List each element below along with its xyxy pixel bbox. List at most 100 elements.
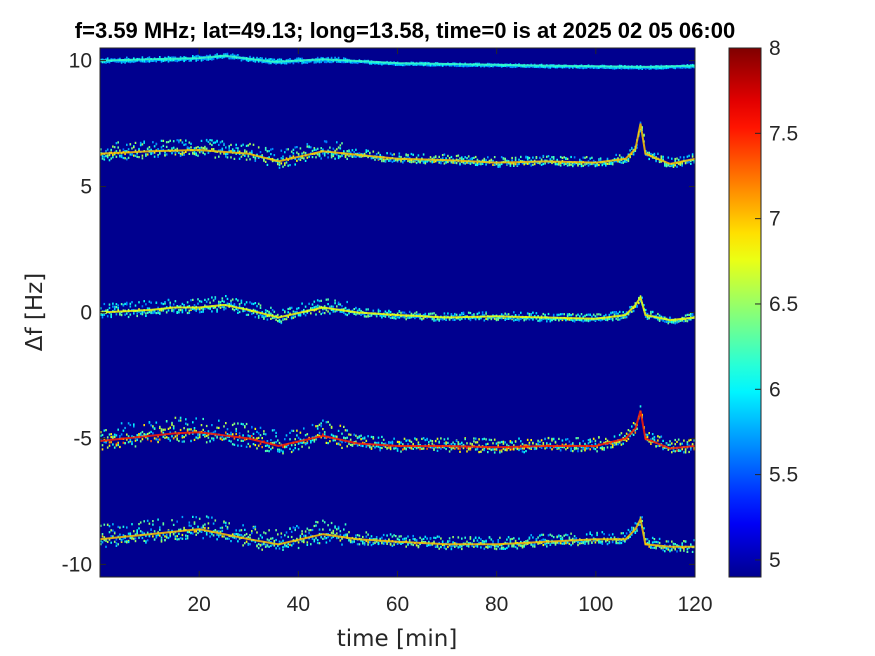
trace-3-speck — [493, 451, 496, 454]
trace-4-speck — [343, 534, 345, 537]
trace-1-speck — [117, 146, 119, 149]
trace-2-speck — [419, 313, 421, 316]
trace-1-speck — [499, 163, 501, 166]
trace-1-speck — [393, 153, 395, 156]
trace-1-speck — [153, 145, 156, 148]
trace-2-speck — [566, 318, 569, 321]
trace-2-speck — [672, 321, 675, 324]
trace-2-speck — [591, 315, 593, 318]
trace-3-speck — [183, 436, 185, 439]
trace-1-speck — [402, 161, 404, 164]
trace-1-speck — [421, 159, 423, 162]
trace-1-speck — [542, 154, 545, 158]
trace-0-speck — [500, 65, 503, 68]
trace-1-speck — [408, 160, 411, 163]
trace-3-speck — [322, 419, 324, 422]
trace-4-speck — [469, 536, 472, 539]
trace-4-speck — [585, 540, 588, 543]
trace-2-speck — [278, 320, 281, 323]
trace-4-speck — [516, 547, 519, 550]
trace-2-speck — [542, 312, 545, 316]
trace-3-speck — [178, 439, 180, 443]
trace-1-speck — [679, 156, 682, 159]
trace-3-speck — [159, 438, 161, 441]
trace-1-speck — [511, 156, 513, 160]
trace-2-speck — [584, 314, 586, 317]
trace-3-speck — [297, 442, 300, 445]
trace-2-speck — [426, 316, 428, 319]
trace-2-speck — [336, 309, 338, 313]
trace-2-speck — [311, 307, 314, 310]
trace-4-speck — [129, 533, 132, 537]
trace-3-speck — [520, 447, 522, 450]
trace-1-speck — [618, 160, 621, 163]
trace-1-speck — [198, 151, 201, 154]
trace-2-speck — [445, 318, 447, 321]
trace-1-speck — [278, 166, 281, 169]
trace-2-speck — [138, 310, 140, 313]
trace-4-speck — [417, 546, 420, 549]
trace-1-speck — [636, 146, 638, 149]
trace-2-speck — [193, 308, 196, 311]
trace-3-speck — [372, 436, 375, 439]
trace-3-speck — [514, 440, 517, 443]
trace-4-speck — [551, 534, 553, 537]
trace-1-speck — [598, 163, 600, 167]
trace-1-speck — [237, 149, 239, 152]
trace-0-speck — [532, 65, 534, 68]
trace-3-speck — [127, 435, 130, 438]
trace-3-speck — [431, 446, 434, 449]
trace-0-speck — [223, 53, 225, 56]
trace-4-speck — [141, 532, 144, 535]
trace-4-speck — [323, 521, 326, 524]
trace-1-speck — [431, 160, 434, 163]
trace-3-speck — [240, 422, 243, 425]
trace-3-speck — [356, 444, 359, 447]
trace-1-speck — [667, 156, 670, 159]
trace-1-speck — [448, 157, 451, 160]
trace-3-speck — [476, 448, 479, 451]
trace-0-speck — [254, 60, 257, 63]
trace-1-speck — [167, 140, 170, 144]
trace-3-speck — [499, 451, 501, 454]
trace-4-speck — [313, 538, 316, 541]
trace-0-speck — [207, 57, 210, 60]
trace-2-speck — [322, 308, 324, 311]
trace-4-speck — [176, 535, 178, 538]
trace-3-speck — [671, 451, 673, 454]
trace-4-speck — [363, 543, 366, 546]
trace-2-speck — [558, 319, 560, 322]
trace-3-speck — [438, 446, 440, 449]
trace-1-speck — [162, 139, 165, 142]
trace-2-speck — [559, 313, 562, 316]
trace-1-speck — [225, 146, 227, 149]
trace-1-speck — [209, 142, 211, 145]
trace-2-speck — [202, 310, 204, 313]
trace-3-speck — [691, 443, 694, 446]
trace-3-speck — [197, 437, 199, 440]
trace-1-speck — [285, 157, 288, 160]
trace-1-speck — [160, 139, 163, 142]
trace-2-speck — [561, 318, 564, 322]
trace-3-speck — [448, 450, 451, 453]
trace-0-speck — [266, 61, 269, 64]
trace-3-speck — [230, 434, 232, 437]
trace-1-speck — [400, 158, 402, 162]
trace-2-speck — [344, 306, 347, 310]
trace-3-speck — [268, 450, 270, 453]
trace-4-speck — [500, 544, 503, 547]
trace-1-speck — [509, 162, 512, 165]
trace-1-speck — [181, 153, 184, 156]
trace-3-speck — [289, 431, 291, 434]
trace-4-speck — [582, 541, 584, 544]
trace-3-speck — [235, 432, 237, 436]
trace-4-speck — [134, 540, 137, 543]
trace-4-speck — [481, 541, 484, 544]
trace-2-speck — [200, 307, 203, 310]
trace-3-speck — [264, 444, 267, 447]
trace-3-speck — [575, 447, 578, 450]
trace-1-speck — [374, 158, 376, 161]
trace-3-speck — [115, 442, 118, 445]
trace-4-speck — [369, 541, 371, 544]
trace-4-speck — [167, 536, 170, 540]
